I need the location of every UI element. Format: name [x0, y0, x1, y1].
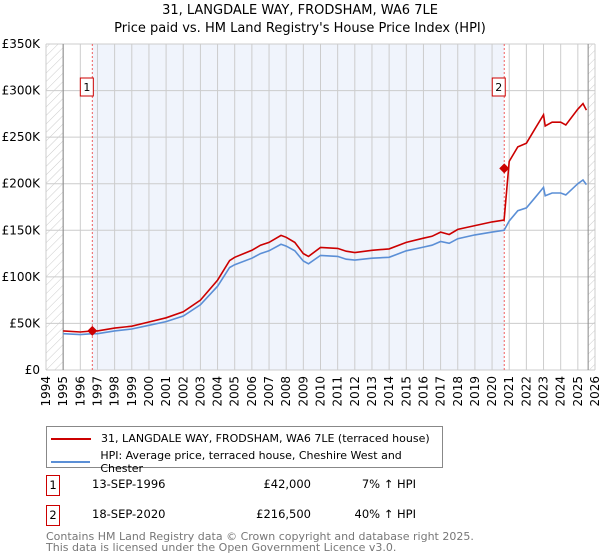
- sale-label-1: 1: [79, 77, 94, 97]
- legend-label: HPI: Average price, terraced house, Ches…: [100, 449, 402, 475]
- y-tick-label: £200K: [2, 177, 42, 191]
- chart-title: 31, LANGDALE WAY, FRODSHAM, WA6 7LE: [162, 3, 438, 18]
- x-tick-label: 2004: [211, 376, 225, 407]
- legend-swatch: [51, 461, 91, 463]
- x-tick-label: 2009: [296, 376, 310, 407]
- x-tick-label: 2015: [399, 376, 413, 407]
- x-tick-label: 2007: [262, 376, 276, 407]
- y-tick-label: £50K: [9, 316, 41, 330]
- x-tick-label: 2011: [331, 376, 345, 407]
- y-tick-label: £0: [25, 363, 40, 377]
- sale-hpi-diff: 40% ↑ HPI: [354, 507, 416, 521]
- x-tick-label: 2023: [537, 376, 551, 407]
- x-tick-label: 2018: [451, 376, 465, 407]
- legend-item-hpi: HPI: Average price, terraced house, Ches…: [51, 449, 442, 475]
- x-tick-label: 2005: [228, 376, 242, 407]
- x-tick-label: 1996: [73, 376, 87, 407]
- sale-hpi-diff: 7% ↑ HPI: [361, 477, 416, 491]
- x-tick-label: 1998: [108, 376, 122, 407]
- x-tick-label: 2016: [416, 376, 430, 407]
- x-tick-label: 2012: [348, 376, 362, 407]
- x-tick-label: 2026: [588, 376, 600, 407]
- sale-price: £42,000: [263, 477, 311, 491]
- x-tick-label: 2020: [485, 376, 499, 407]
- sale-point: [499, 163, 510, 174]
- ownership-shading: [92, 44, 505, 370]
- sale-point: [87, 325, 98, 336]
- sale-label-box: [491, 77, 506, 97]
- chart-subtitle: Price paid vs. HM Land Registry's House …: [114, 21, 486, 36]
- footer-line-1: Contains HM Land Registry data © Crown c…: [46, 530, 474, 543]
- x-tick-label: 1999: [125, 376, 139, 407]
- x-tick-label: 2008: [279, 376, 293, 407]
- x-tick-label: 1995: [56, 376, 70, 407]
- sale-date: 13-SEP-1996: [92, 477, 166, 491]
- x-tick-label: 2003: [193, 376, 207, 407]
- x-tick-label: 1994: [39, 376, 53, 407]
- sale-badge: 2: [46, 505, 60, 526]
- sale-label-text: 2: [495, 81, 502, 94]
- sale-date: 18-SEP-2020: [92, 507, 166, 521]
- x-tick-label: 2001: [159, 376, 173, 407]
- sale-badge: 1: [46, 475, 60, 496]
- sale-price: £216,500: [256, 507, 311, 521]
- hatched-region-before: [46, 44, 64, 370]
- property-price-line: [63, 102, 588, 333]
- y-tick-label: £100K: [2, 270, 42, 284]
- footer-line-2: This data is licensed under the Open Gov…: [46, 541, 397, 554]
- x-tick-label: 2017: [434, 376, 448, 407]
- x-tick-label: 2024: [554, 376, 568, 407]
- hpi-line: [63, 178, 588, 336]
- sale-label-text: 1: [83, 81, 90, 94]
- legend-swatch: [51, 437, 91, 440]
- y-tick-label: £300K: [2, 84, 42, 98]
- x-tick-label: 2025: [571, 376, 585, 407]
- x-tick-label: 2019: [468, 376, 482, 407]
- plot-area: 1994 1995 1996 1997 1998 1999 2000 2001 2002 2003…: [2, 37, 600, 407]
- x-tick-label: 1997: [90, 376, 104, 407]
- legend-label: 31, LANGDALE WAY, FRODSHAM, WA6 7LE (ter…: [101, 432, 430, 445]
- x-tick-label: 2014: [382, 376, 396, 407]
- y-tick-label: £150K: [2, 223, 42, 237]
- sale-label-box: [79, 77, 94, 97]
- x-tick-label: 2000: [142, 376, 156, 407]
- x-tick-label: 2002: [176, 376, 190, 407]
- x-tick-label: 2010: [314, 376, 328, 407]
- footer: Contains HM Land Registry data © Crown c…: [46, 531, 474, 553]
- legend-item-property: 31, LANGDALE WAY, FRODSHAM, WA6 7LE (ter…: [51, 432, 430, 445]
- x-tick-label: 2021: [502, 376, 516, 407]
- x-tick-label: 2022: [519, 376, 533, 407]
- hatched-region-after: [588, 44, 595, 370]
- sale-label-2: 2: [491, 77, 506, 97]
- y-tick-label: £250K: [2, 130, 42, 144]
- legend: 31, LANGDALE WAY, FRODSHAM, WA6 7LE (ter…: [46, 426, 443, 475]
- y-tick-label: £350K: [2, 37, 42, 51]
- x-tick-label: 2006: [245, 376, 259, 407]
- x-tick-label: 2013: [365, 376, 379, 407]
